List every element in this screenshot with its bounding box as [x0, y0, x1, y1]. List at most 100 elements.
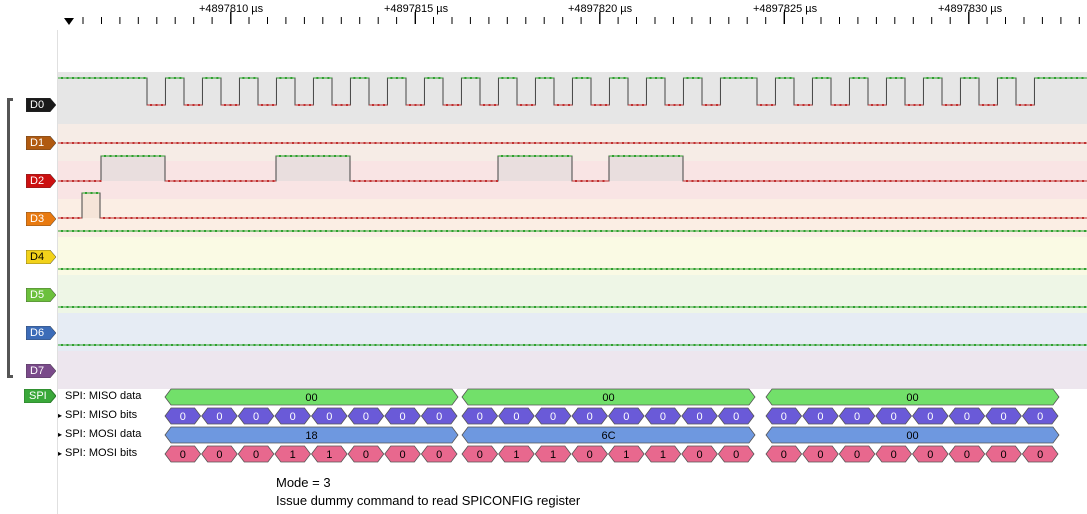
signal-trace	[58, 142, 1087, 144]
mosi-data-row-label[interactable]: ▸ SPI: MOSI data	[58, 428, 141, 440]
spi-analyzer-tag[interactable]: SPI	[24, 389, 56, 403]
mosi-bit[interactable]: 1	[644, 445, 682, 463]
miso-bit[interactable]: 0	[717, 407, 755, 425]
mosi-bit[interactable]: 1	[311, 445, 348, 463]
miso-bit[interactable]: 0	[311, 407, 348, 425]
miso-bit[interactable]: 0	[875, 407, 912, 425]
mosi-bit[interactable]: 0	[420, 445, 458, 463]
miso-bit[interactable]: 0	[461, 407, 499, 425]
signal-trace	[58, 230, 1087, 232]
mosi-bit[interactable]: 0	[717, 445, 755, 463]
miso-bit-text: 0	[697, 411, 703, 423]
expand-arrow-icon[interactable]: ▸	[58, 430, 63, 439]
miso-bit[interactable]: 0	[274, 407, 311, 425]
channel-tag-d5[interactable]: D5	[26, 288, 56, 302]
mosi-bit[interactable]: 1	[534, 445, 572, 463]
miso-data-byte[interactable]: 00	[164, 388, 459, 406]
mosi-bit-text: 0	[400, 449, 406, 461]
miso-bit[interactable]: 0	[681, 407, 718, 425]
channel-label: D1	[30, 137, 45, 149]
mosi-bit[interactable]: 1	[498, 445, 535, 463]
miso-bit-text: 0	[253, 411, 259, 423]
mosi-bit[interactable]: 0	[164, 445, 202, 463]
channel-tag-d2[interactable]: D2	[26, 174, 56, 188]
channel-tag-d7[interactable]: D7	[26, 364, 56, 378]
miso-bit[interactable]: 0	[534, 407, 572, 425]
miso-bit-text: 0	[660, 411, 666, 423]
miso-data-byte-text: 00	[305, 392, 317, 404]
mosi-data-byte[interactable]: 00	[765, 426, 1060, 444]
mosi-bits-row-label[interactable]: ▸ SPI: MOSI bits	[58, 447, 137, 459]
miso-bit[interactable]: 0	[347, 407, 385, 425]
miso-bit[interactable]: 0	[985, 407, 1022, 425]
mosi-bit[interactable]: 0	[765, 445, 803, 463]
mosi-bit-text: 0	[927, 449, 933, 461]
channel-tag-d0[interactable]: D0	[26, 98, 56, 112]
miso-bit[interactable]: 0	[948, 407, 986, 425]
miso-data-byte[interactable]: 00	[765, 388, 1060, 406]
miso-bit[interactable]: 0	[164, 407, 202, 425]
miso-bit-shape	[201, 407, 238, 425]
channel-tag-d4[interactable]: D4	[26, 250, 56, 264]
mosi-bit-shape	[461, 445, 499, 463]
tick-label: +4897810 µs	[199, 3, 264, 15]
mosi-data-byte[interactable]: 18	[164, 426, 459, 444]
mosi-bit[interactable]: 0	[571, 445, 608, 463]
mosi-bit-shape	[802, 445, 839, 463]
miso-bit-shape	[875, 407, 912, 425]
mosi-bit[interactable]: 0	[1021, 445, 1059, 463]
miso-bit[interactable]: 0	[802, 407, 839, 425]
signal-trace	[58, 155, 1087, 182]
mosi-data-byte[interactable]: 6C	[461, 426, 756, 444]
mosi-bit-shape	[164, 445, 202, 463]
mosi-bit[interactable]: 0	[347, 445, 385, 463]
miso-bit[interactable]: 0	[608, 407, 645, 425]
mosi-bit[interactable]: 0	[802, 445, 839, 463]
channel-label: D0	[30, 99, 45, 111]
mosi-bit[interactable]: 0	[948, 445, 986, 463]
miso-bit-shape	[571, 407, 608, 425]
miso-bit-shape	[681, 407, 718, 425]
mosi-bit[interactable]: 0	[912, 445, 949, 463]
mosi-bit-shape	[717, 445, 755, 463]
channel-tag-d6[interactable]: D6	[26, 326, 56, 340]
miso-bit[interactable]: 0	[420, 407, 458, 425]
mosi-bit[interactable]: 0	[681, 445, 718, 463]
miso-bit[interactable]: 0	[644, 407, 682, 425]
channel-group-bracket	[7, 98, 13, 378]
mosi-bit[interactable]: 1	[274, 445, 311, 463]
mosi-bit[interactable]: 0	[985, 445, 1022, 463]
channel-label: D6	[30, 327, 45, 339]
miso-bit[interactable]: 0	[384, 407, 421, 425]
mosi-bit[interactable]: 0	[461, 445, 499, 463]
expand-arrow-icon[interactable]: ▸	[58, 449, 63, 458]
miso-bit[interactable]: 0	[201, 407, 238, 425]
miso-bit-text: 0	[817, 411, 823, 423]
dropdown-arrow-icon[interactable]	[64, 18, 74, 26]
signal-trace	[58, 192, 1087, 219]
spi-tag-label: SPI	[29, 390, 47, 402]
high-region	[101, 156, 165, 181]
mosi-bit[interactable]: 0	[875, 445, 912, 463]
miso-bit[interactable]: 0	[237, 407, 275, 425]
expand-arrow-icon[interactable]: ▸	[58, 411, 63, 420]
miso-bit[interactable]: 0	[498, 407, 535, 425]
mosi-bit[interactable]: 0	[384, 445, 421, 463]
mosi-bit[interactable]: 0	[838, 445, 876, 463]
channel-tag-d1[interactable]: D1	[26, 136, 56, 150]
miso-bit[interactable]: 0	[571, 407, 608, 425]
mosi-bit-shape	[681, 445, 718, 463]
miso-bit[interactable]: 0	[1021, 407, 1059, 425]
miso-bit[interactable]: 0	[765, 407, 803, 425]
tag-shape-icon	[26, 98, 56, 112]
mosi-bit[interactable]: 0	[237, 445, 275, 463]
miso-bit[interactable]: 0	[912, 407, 949, 425]
channel-tag-d3[interactable]: D3	[26, 212, 56, 226]
miso-bit[interactable]: 0	[838, 407, 876, 425]
miso-data-byte[interactable]: 00	[461, 388, 756, 406]
mosi-bit[interactable]: 0	[201, 445, 238, 463]
time-ruler[interactable]: +4897810 µs +4897815 µs +4897820 µs +489…	[0, 0, 1087, 30]
mosi-bit[interactable]: 1	[608, 445, 645, 463]
miso-bits-row-label[interactable]: ▸ SPI: MISO bits	[58, 409, 137, 421]
